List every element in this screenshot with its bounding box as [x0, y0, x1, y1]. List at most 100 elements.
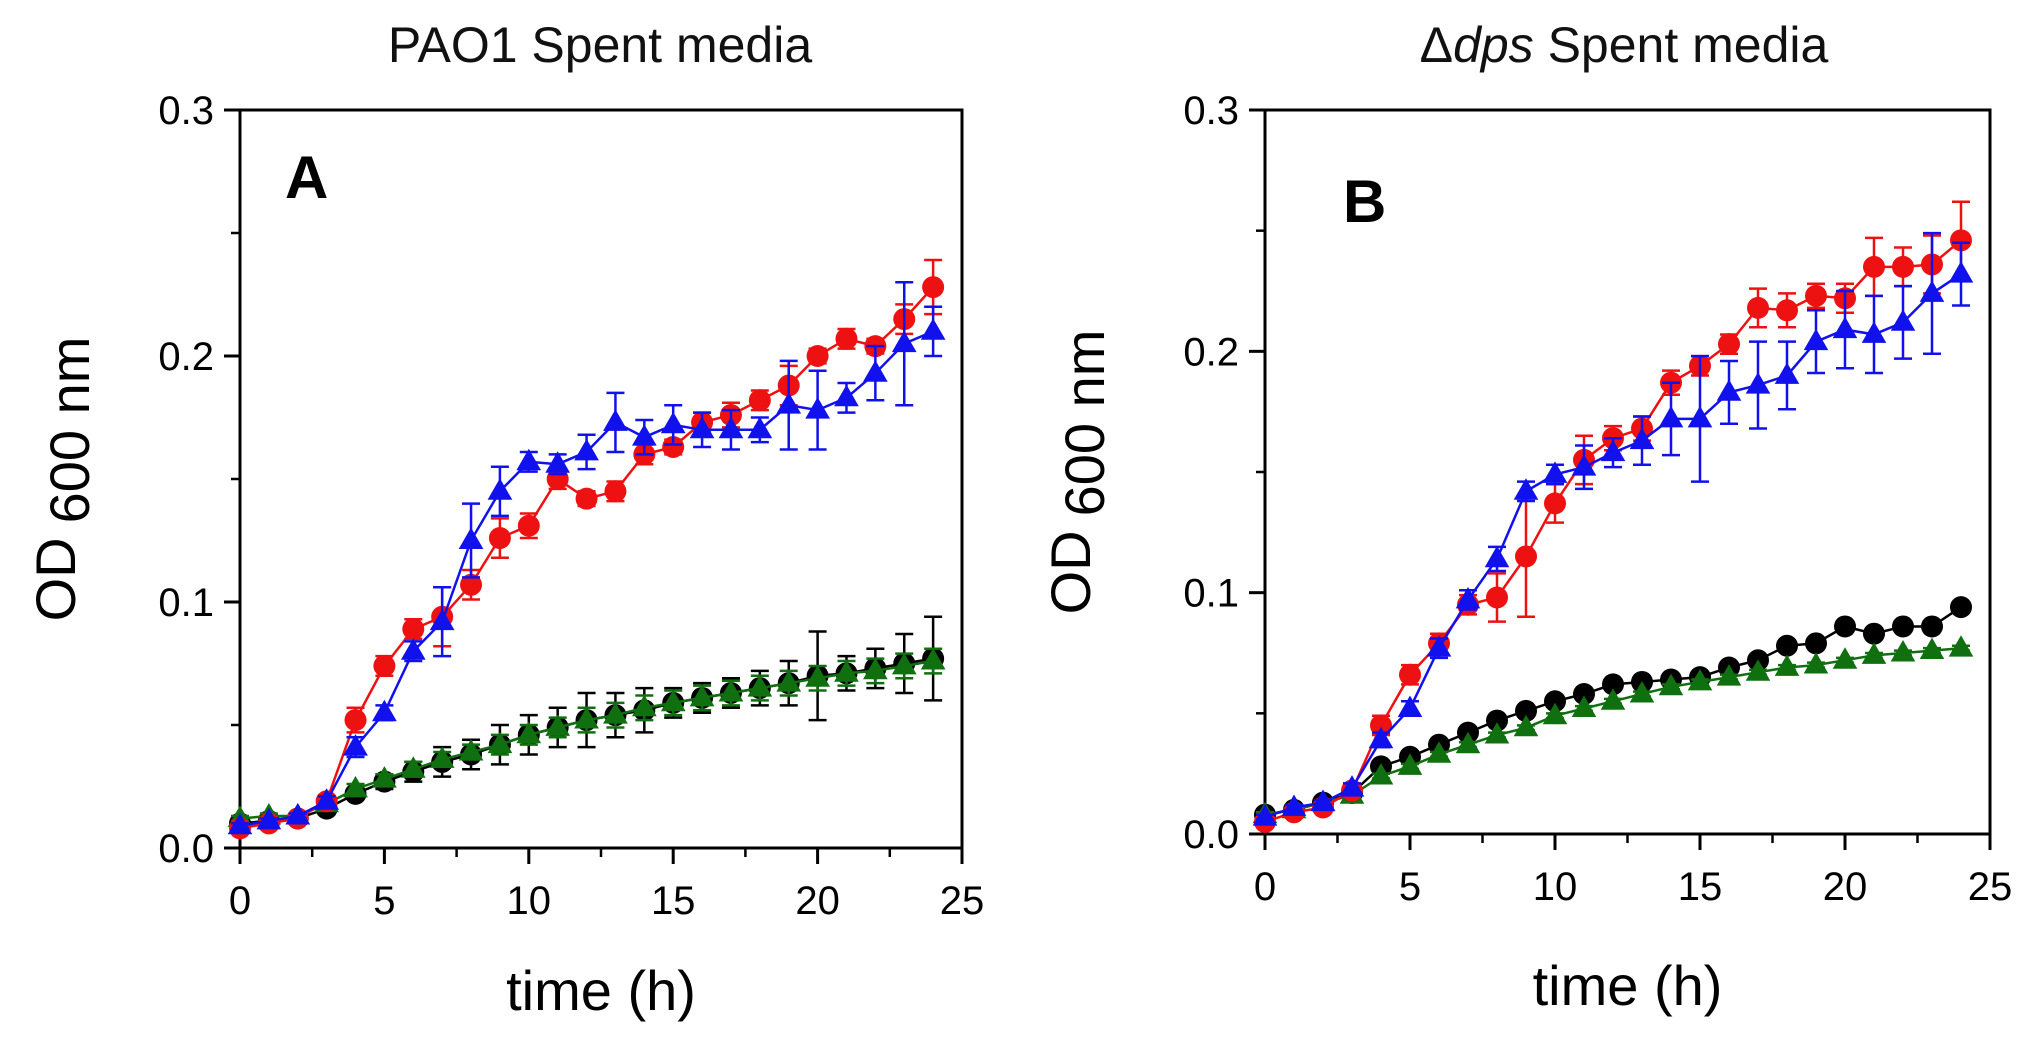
- data-point: [1544, 492, 1566, 515]
- y-tick-label: 0.2: [1183, 330, 1239, 374]
- data-point: [227, 812, 253, 835]
- data-point: [1397, 695, 1423, 717]
- data-point: [1834, 615, 1856, 638]
- series-red-circles: [229, 258, 945, 840]
- data-point: [834, 384, 859, 407]
- data-point: [689, 684, 715, 707]
- x-tick-label: 10: [507, 879, 552, 923]
- data-point: [1542, 702, 1568, 725]
- data-point: [604, 480, 627, 503]
- data-point: [1602, 673, 1624, 696]
- x-tick-label: 5: [1399, 865, 1421, 909]
- data-point: [1745, 372, 1771, 394]
- series-line: [1264, 239, 1962, 824]
- y-tick-label: 0.3: [1183, 89, 1239, 133]
- x-tick-label: 5: [373, 879, 395, 923]
- data-point: [1544, 690, 1566, 713]
- data-point: [1718, 333, 1740, 356]
- data-point: [891, 653, 917, 675]
- data-point: [1890, 309, 1916, 331]
- data-point: [1892, 615, 1914, 638]
- data-point: [1600, 688, 1626, 710]
- data-point: [806, 345, 829, 367]
- data-point: [574, 707, 599, 729]
- data-point: [920, 318, 946, 340]
- data-point: [1919, 280, 1945, 302]
- x-tick-label: 15: [1678, 865, 1723, 909]
- y-tick-label: 0.0: [158, 827, 214, 871]
- data-point: [1658, 405, 1684, 428]
- series-red-circles: [1254, 200, 1972, 833]
- data-point: [1368, 763, 1394, 785]
- data-point: [372, 766, 397, 788]
- data-point: [632, 694, 657, 717]
- data-point: [1832, 316, 1858, 339]
- data-point: [1658, 673, 1684, 696]
- data-point: [517, 514, 540, 537]
- x-tick-label: 0: [229, 879, 251, 923]
- data-point: [458, 527, 484, 549]
- panel-b: Δdps Spent media B OD 600 nm time (h) 0 5 10 15 2…: [1039, 17, 2012, 1017]
- data-point: [1948, 261, 1974, 283]
- data-point: [1484, 545, 1510, 568]
- data-point: [1805, 284, 1827, 307]
- data-point: [574, 438, 599, 461]
- chart-title-part: Spent media: [1534, 17, 1829, 73]
- data-point: [1455, 586, 1481, 609]
- x-tick-label: 15: [651, 879, 696, 923]
- y-axis-label-main: OD: [1039, 530, 1102, 614]
- data-point: [1513, 478, 1539, 500]
- x-tick-label: 0: [1254, 865, 1276, 909]
- data-point: [400, 756, 426, 778]
- data-point: [545, 714, 570, 736]
- data-point: [285, 803, 311, 825]
- data-point: [863, 657, 888, 680]
- series-line: [1264, 646, 1962, 816]
- y-axis-label: OD 600 nm: [1039, 330, 1116, 615]
- data-point: [1716, 664, 1742, 686]
- data-point: [1455, 731, 1481, 754]
- data-point: [1776, 299, 1798, 322]
- y-tick-label: 0.1: [158, 581, 214, 625]
- chart-title-part: PAO1 Spent media: [388, 17, 813, 73]
- y-tick-label: 0.3: [158, 89, 214, 133]
- data-point: [1687, 669, 1713, 691]
- data-point: [1542, 461, 1568, 483]
- chart-title-part: Δ: [1420, 17, 1453, 73]
- data-point: [488, 527, 511, 550]
- y-tick-label: 0.2: [158, 335, 214, 379]
- series-line: [1264, 273, 1962, 819]
- data-point: [1716, 379, 1742, 401]
- x-tick-label: 10: [1533, 865, 1578, 909]
- data-point: [400, 638, 426, 660]
- x-tick-label: 20: [795, 879, 840, 923]
- data-point: [314, 788, 339, 810]
- data-point: [805, 397, 830, 419]
- data-point: [1486, 709, 1508, 732]
- series-blue-triangles: [227, 280, 946, 835]
- panel-a: PAO1 Spent media A OD 600 nm time (h) 0 5 10 15 2…: [24, 17, 984, 1022]
- data-point: [460, 573, 483, 596]
- data-point: [1426, 635, 1452, 657]
- chart-title: Δdps Spent media: [1420, 17, 1829, 73]
- y-axis-label-main: OD: [24, 537, 87, 621]
- data-point: [835, 327, 858, 350]
- data-point: [1600, 439, 1626, 462]
- data-point: [718, 680, 744, 702]
- data-point: [632, 424, 657, 446]
- data-point: [516, 721, 542, 744]
- data-point: [256, 807, 282, 830]
- data-point: [1339, 775, 1365, 797]
- data-point: [1515, 545, 1537, 568]
- data-point: [1252, 804, 1278, 826]
- data-point: [660, 689, 686, 712]
- chart-title: PAO1 Spent media: [388, 17, 813, 73]
- data-point: [1310, 789, 1336, 812]
- panel-letter: A: [285, 144, 328, 211]
- data-point: [603, 702, 628, 724]
- data-point: [1948, 635, 1974, 657]
- data-point: [1861, 642, 1887, 664]
- data-point: [891, 330, 917, 353]
- data-point: [402, 618, 425, 641]
- x-tick-label: 20: [1823, 865, 1868, 909]
